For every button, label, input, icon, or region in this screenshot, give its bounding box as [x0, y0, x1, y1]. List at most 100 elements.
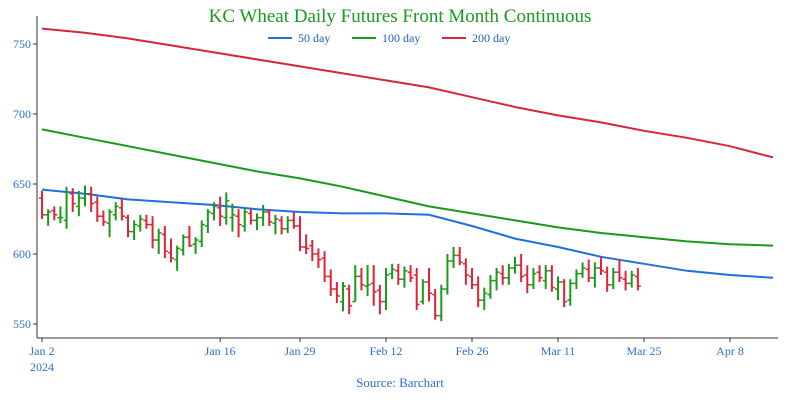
ohlc-bar — [204, 209, 211, 233]
ohlc-bar — [94, 196, 101, 222]
x-tick-label: Feb 12 — [370, 344, 403, 358]
ohlc-bar — [161, 226, 168, 259]
ohlc-bar — [419, 279, 426, 305]
ohlc-bar — [456, 247, 463, 266]
ohlc-bar — [51, 206, 58, 221]
ohlc-bar — [266, 209, 273, 226]
ohlc-bar — [591, 262, 598, 288]
ohlc-bar — [290, 212, 297, 229]
ohlc-bar — [481, 287, 488, 310]
ohlc-bar — [376, 284, 383, 315]
ohlc-bar — [75, 191, 82, 217]
ohlc-bar — [493, 268, 500, 291]
ohlc-bar — [444, 254, 451, 295]
ohlc-bar — [192, 237, 199, 254]
y-tick-label: 700 — [13, 107, 31, 121]
legend: 50 day 100 day 200 day — [268, 31, 510, 45]
ohlc-bar — [125, 214, 131, 238]
chart-title: KC Wheat Daily Futures Front Month Conti… — [209, 6, 592, 27]
ohlc-bar — [475, 276, 482, 308]
ohlc-bar — [358, 268, 365, 291]
ohlc-bar — [518, 254, 525, 282]
ohlc-bar — [561, 279, 568, 308]
ohlc-bar — [542, 265, 549, 289]
ohlc-bar — [567, 279, 574, 306]
ohlc-bar — [346, 284, 353, 315]
source-note: Source: Barchart — [356, 375, 444, 390]
ohlc-bar — [579, 262, 586, 278]
ohlc-bar — [260, 205, 267, 226]
ohlc-bar — [383, 268, 389, 310]
ohlc-bar — [278, 216, 285, 235]
ohlc-bar — [303, 234, 310, 254]
ohlc-bar — [469, 268, 475, 289]
ohlc-bar — [186, 226, 193, 247]
ohlc-bar — [604, 266, 611, 292]
ohlc-bar — [438, 284, 445, 322]
ohlc-bar — [57, 206, 64, 224]
ohlc-bar — [598, 256, 604, 275]
ohlc-bar — [585, 259, 592, 282]
x-tick-sublabel: 2024 — [30, 360, 54, 374]
ohlc-bar — [112, 202, 119, 221]
ohlc-bar — [106, 209, 113, 238]
ohlc-bar — [333, 282, 340, 303]
ohlc-bar — [168, 238, 174, 263]
x-tick-label: Jan 29 — [285, 344, 316, 358]
x-tick-label: Mar 11 — [541, 344, 576, 358]
ohlc-bar — [616, 259, 623, 282]
ohlc-bar — [217, 196, 224, 226]
ohlc-bar — [69, 188, 76, 212]
ohlc-bar — [321, 251, 328, 282]
series-line — [41, 128, 774, 247]
x-tick-label: Jan 16 — [205, 344, 236, 358]
y-tick-label: 750 — [13, 37, 31, 51]
legend-label: 50 day — [298, 31, 330, 45]
ohlc-bar — [426, 268, 432, 302]
legend-label: 100 day — [382, 31, 420, 45]
ohlc-bar — [272, 214, 279, 235]
ohlc-bar — [610, 268, 617, 289]
ohlc-bar — [254, 213, 260, 231]
ohlc-bar — [149, 216, 156, 249]
ohlc-bar — [155, 228, 162, 254]
ohlc-bar — [634, 268, 641, 291]
y-tick-label: 550 — [13, 317, 31, 331]
ohlc-bar — [340, 282, 346, 312]
ohlc-bar — [315, 248, 322, 268]
ohlc-bar — [131, 220, 138, 240]
ohlc-bar — [327, 269, 334, 296]
legend-label: 200 day — [472, 31, 510, 45]
ohlc-bar — [364, 265, 371, 296]
series-line — [41, 27, 774, 159]
ohlc-bar — [389, 263, 396, 280]
ohlc-bar — [536, 265, 543, 282]
ohlc-bar — [622, 270, 629, 291]
ohlc-bar — [499, 265, 506, 285]
ohlc-bar — [370, 265, 377, 306]
ohlc-bar — [352, 265, 359, 303]
ohlc-bar — [573, 269, 580, 289]
ohlc-bar — [284, 216, 291, 233]
ohlc-bar — [235, 209, 242, 238]
ohlc-bars — [39, 185, 641, 322]
ohlc-bar — [39, 191, 45, 219]
ohlc-bar — [432, 289, 439, 320]
y-tick-label: 650 — [13, 177, 31, 191]
ohlc-bar — [45, 209, 52, 226]
ohlc-bar — [512, 256, 518, 274]
y-tick-label: 600 — [13, 247, 31, 261]
series-line — [41, 188, 774, 279]
moving-average-lines — [41, 27, 774, 279]
ohlc-bar — [309, 240, 316, 261]
ohlc-bar — [247, 209, 254, 225]
ohlc-bar — [198, 220, 205, 247]
ohlc-bar — [505, 263, 512, 285]
ohlc-bar — [229, 203, 236, 232]
ohlc-bar — [100, 210, 107, 226]
ohlc-bar — [223, 192, 230, 225]
ohlc-bar — [174, 245, 181, 271]
ohlc-bar — [63, 186, 70, 229]
ohlc-bar — [297, 216, 303, 252]
ohlc-bar — [211, 202, 217, 221]
